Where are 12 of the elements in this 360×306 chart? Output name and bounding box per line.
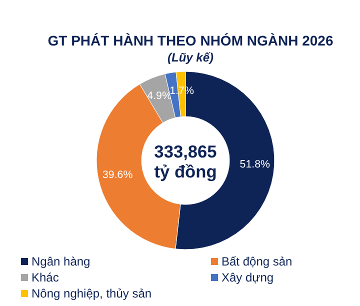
legend-label: Khác (32, 270, 59, 284)
legend-label: Xây dựng (222, 270, 274, 284)
text: tỷ đồng (154, 162, 217, 182)
text: 333,865 (154, 142, 218, 162)
legend-label: Bất động sản (222, 254, 292, 268)
chart-subtitle: (Lũy kế) (167, 50, 214, 64)
legend-label: Nông nghiệp, thủy sản (32, 286, 152, 300)
legend-label: Ngân hàng (32, 254, 90, 268)
data-label: 1.7% (170, 85, 194, 98)
data-label: 39.6% (102, 169, 134, 182)
chart-title: GT PHÁT HÀNH THEO NHÓM NGÀNH 2026 (48, 32, 334, 48)
data-label: 51.8% (240, 158, 271, 170)
